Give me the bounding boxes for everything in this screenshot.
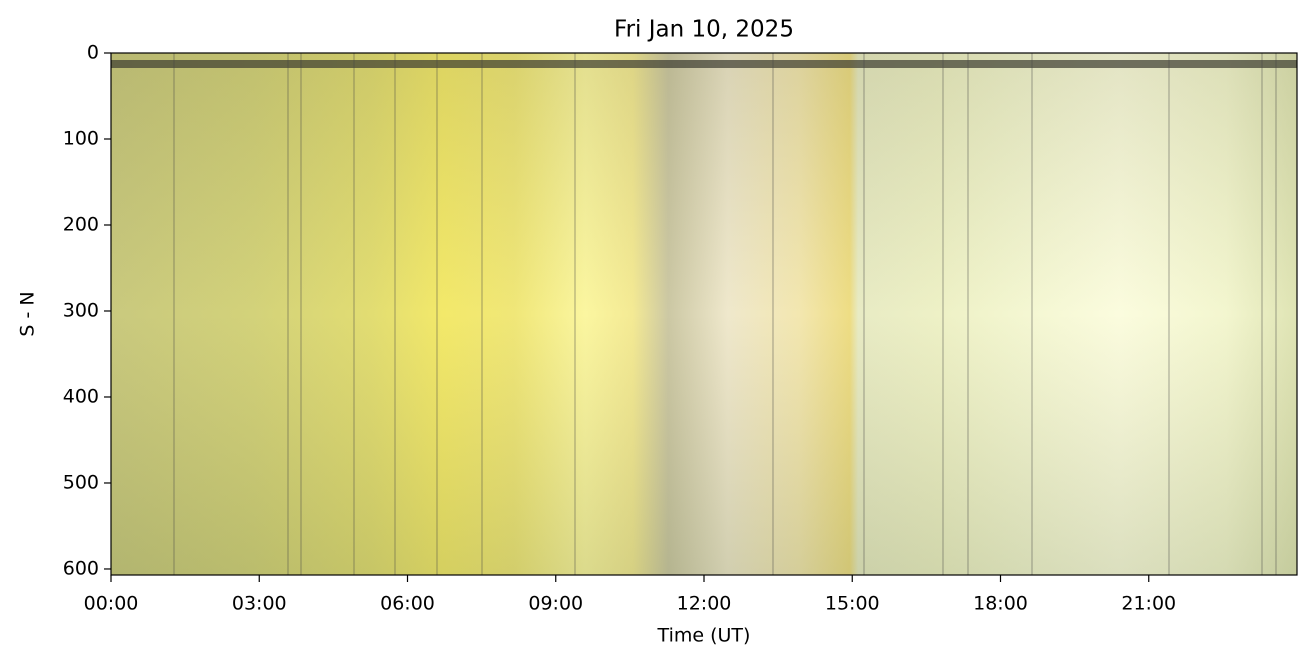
y-tick-label: 400: [63, 385, 99, 407]
x-tick-label: 18:00: [973, 593, 1028, 615]
x-tick-label: 12:00: [677, 593, 732, 615]
x-tick-label: 15:00: [825, 593, 880, 615]
y-tick-label: 600: [63, 557, 99, 579]
x-tick-label: 21:00: [1121, 593, 1176, 615]
y-axis-title: S - N: [17, 291, 39, 336]
x-tick-label: 03:00: [232, 593, 287, 615]
y-tick-label: 500: [63, 471, 99, 493]
chart-title: Fri Jan 10, 2025: [614, 17, 794, 43]
x-tick-label: 06:00: [380, 593, 435, 615]
x-tick-label: 09:00: [528, 593, 583, 615]
x-tick-label: 00:00: [84, 593, 139, 615]
keogram-image: [110, 52, 1298, 576]
y-tick-label: 0: [87, 42, 99, 64]
y-tick-label: 300: [63, 299, 99, 321]
y-tick-label: 200: [63, 213, 99, 235]
x-axis-title: Time (UT): [657, 625, 751, 647]
y-tick-label: 100: [63, 127, 99, 149]
